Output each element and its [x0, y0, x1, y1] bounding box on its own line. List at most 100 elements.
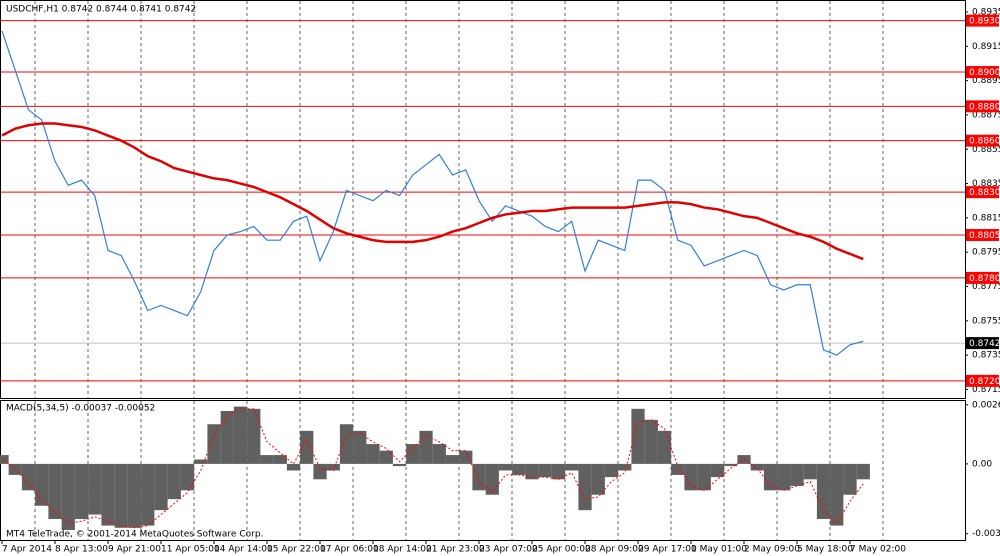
macd-bar — [313, 463, 327, 480]
footer: MT4 TeleTrade, © 2001-2014 MetaQuotes So… — [6, 530, 263, 540]
macd-bar — [8, 463, 22, 475]
macd-bar — [432, 444, 446, 464]
macd-bar — [0, 455, 9, 464]
y-tick-label: 0.8735 — [972, 351, 1000, 361]
macd-bar — [114, 463, 128, 528]
y-tick-label: 0.8815 — [972, 213, 1000, 223]
price-line — [1, 122, 864, 261]
y-tick-label: 0.8895 — [972, 76, 1000, 86]
macd-bar — [194, 459, 208, 464]
macd-bar — [551, 463, 566, 480]
level-label: 0.8900 — [969, 68, 1000, 78]
macd-bar — [512, 463, 526, 475]
level-label-box — [966, 134, 999, 147]
macd-panel-frame — [0, 400, 966, 541]
level-label: 0.8930 — [969, 17, 1000, 27]
macd-bar — [843, 463, 857, 495]
x-tick-label: 18 Apr 14:00 — [373, 545, 432, 555]
macd-bar — [127, 463, 142, 528]
macd-bar — [498, 463, 513, 471]
macd-bar — [445, 455, 460, 464]
x-tick-label: 15 Apr 22:00 — [267, 545, 326, 555]
macd-bar — [286, 463, 301, 471]
x-tick-label: 8 Apr 13:00 — [55, 545, 108, 555]
macd-bar — [750, 463, 764, 471]
macd-bar — [88, 463, 102, 515]
main-panel-frame — [0, 0, 966, 399]
level-label-box — [966, 100, 999, 113]
macd-bar — [763, 463, 778, 491]
x-tick-label: 29 Apr 17:00 — [638, 545, 697, 555]
x-tick-label: 11 Apr 05:00 — [161, 545, 220, 555]
y-tick-label: 0.8795 — [972, 248, 1000, 258]
macd-bar — [141, 463, 155, 526]
macd-bar — [260, 455, 274, 464]
x-tick-label: 7 May 02:00 — [850, 545, 906, 555]
macd-bar — [353, 430, 367, 464]
y-tick-label: 0.8715 — [972, 385, 1000, 395]
macd-bar — [697, 463, 711, 491]
macd-bar — [459, 450, 473, 464]
macd-bar — [273, 455, 287, 464]
macd-bar — [406, 444, 420, 464]
level-label-box — [966, 186, 999, 199]
macd-bar — [777, 463, 791, 491]
y-tick-label: 0.00268 — [972, 400, 1000, 410]
macd-bar — [233, 406, 248, 464]
macd-bar — [856, 463, 870, 480]
macd-bar — [790, 463, 804, 486]
macd-bar — [816, 463, 831, 519]
macd-bar — [591, 463, 605, 495]
macd-bar — [644, 419, 658, 464]
level-label-box — [966, 66, 999, 79]
current-price-label: 0.8742 — [969, 339, 1000, 349]
y-tick-label: 0.8935 — [972, 8, 1000, 18]
macd-bar — [154, 463, 168, 511]
macd-bar — [724, 463, 738, 467]
macd-bar — [604, 463, 619, 478]
x-tick-label: 9 Apr 21:00 — [108, 545, 161, 555]
macd-bar — [684, 463, 698, 491]
macd-bar — [830, 463, 844, 526]
macd-bar — [167, 463, 181, 500]
y-tick-label: -0.00317 — [972, 529, 1000, 539]
macd-bar — [710, 463, 725, 478]
macd-bar — [300, 430, 314, 464]
macd-bar — [48, 463, 62, 519]
macd-bar — [618, 463, 632, 471]
macd-bar — [578, 463, 592, 511]
macd-bar — [366, 444, 380, 464]
x-tick-label: 7 Apr 2014 — [2, 545, 52, 555]
x-tick-label: 5 May 18:00 — [797, 545, 853, 555]
macd-bar — [657, 430, 672, 464]
chart-title: USDCHF,H1 0.8742 0.8744 0.8741 0.8742 — [6, 5, 196, 15]
y-tick-label: 0.8875 — [972, 110, 1000, 120]
level-label-box — [966, 374, 999, 387]
macd-bar — [35, 463, 49, 506]
macd-bar — [565, 463, 579, 471]
macd-bar — [392, 463, 407, 467]
macd-bar — [485, 463, 499, 495]
x-tick-label: 25 Apr 00:00 — [532, 545, 591, 555]
macd-bar — [220, 411, 234, 464]
y-tick-label: 0.8755 — [972, 316, 1000, 326]
macd-bar — [326, 463, 340, 471]
signal-line — [1, 408, 864, 529]
x-tick-label: 17 Apr 06:00 — [320, 545, 379, 555]
macd-bar — [671, 463, 685, 475]
level-label: 0.8830 — [969, 188, 1000, 198]
x-tick-label: 23 Apr 07:00 — [479, 545, 538, 555]
macd-bar — [61, 463, 75, 530]
y-tick-label: 0.8855 — [972, 145, 1000, 155]
y-tick-label: 0.8775 — [972, 282, 1000, 292]
level-label: 0.8860 — [969, 137, 1000, 147]
macd-bar — [525, 463, 539, 480]
y-tick-label: 0.8915 — [972, 42, 1000, 52]
macd-bar — [247, 408, 261, 464]
current-price-box — [966, 337, 999, 350]
macd-title: MACD(5,34,5) -0.00037 -0.00052 — [6, 404, 155, 414]
level-label-box — [966, 271, 999, 284]
level-label: 0.8720 — [969, 377, 1000, 387]
